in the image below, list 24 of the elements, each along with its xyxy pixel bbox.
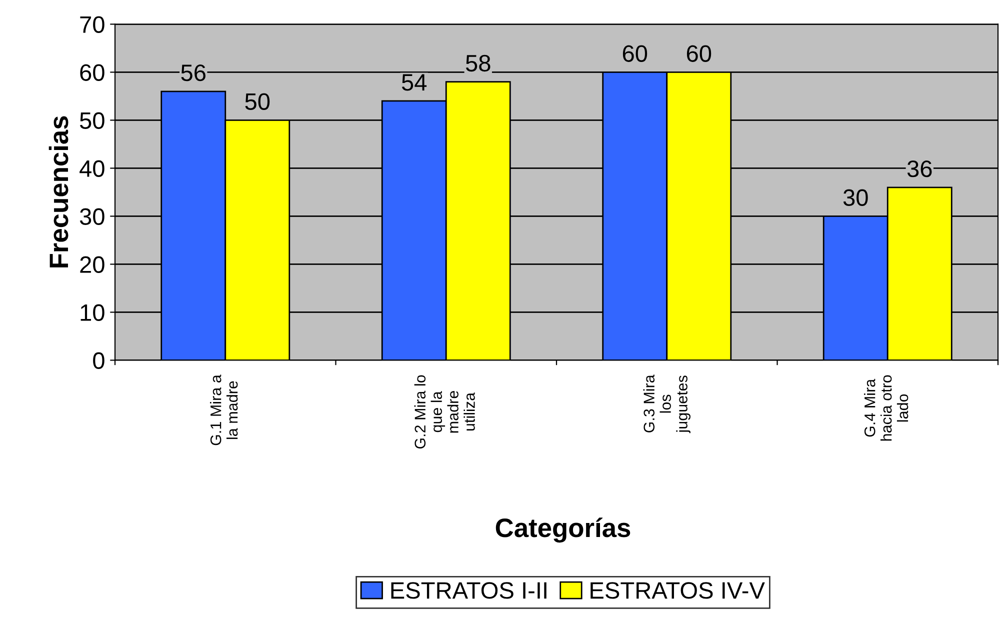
y-tick-label: 60: [80, 64, 104, 81]
data-label: 60: [622, 45, 648, 62]
y-tick-label: 0: [93, 352, 104, 370]
data-label: 50: [245, 93, 270, 110]
data-label: 56: [181, 64, 206, 82]
data-label: 30: [843, 189, 868, 206]
data-label: 54: [402, 74, 427, 91]
x-tick-label: G.3 Mira los juguetes: [643, 374, 690, 434]
y-axis-title: Frecuencias: [48, 116, 68, 268]
y-tick-label: 30: [80, 208, 104, 225]
x-axis-title: Categorías: [496, 518, 630, 543]
y-tick-label: 10: [80, 304, 104, 321]
data-label: 58: [466, 54, 490, 72]
x-tick-label: G.4 Mira hacia otro lado: [864, 375, 908, 441]
y-tick-label: 50: [80, 112, 104, 129]
y-tick-label: 40: [80, 160, 104, 177]
x-tick-label: G.1 Mira a la madre: [210, 374, 238, 446]
data-label: 36: [907, 160, 932, 178]
legend-label: ESTRATOS I-II: [391, 582, 546, 599]
y-tick-label: 70: [80, 16, 104, 33]
y-tick-label: 20: [80, 256, 104, 273]
legend-label: ESTRATOS IV-V: [590, 582, 765, 599]
x-tick-label: G.2 Mira lo que la madre utiliza: [414, 375, 475, 449]
data-label: 60: [686, 45, 712, 62]
